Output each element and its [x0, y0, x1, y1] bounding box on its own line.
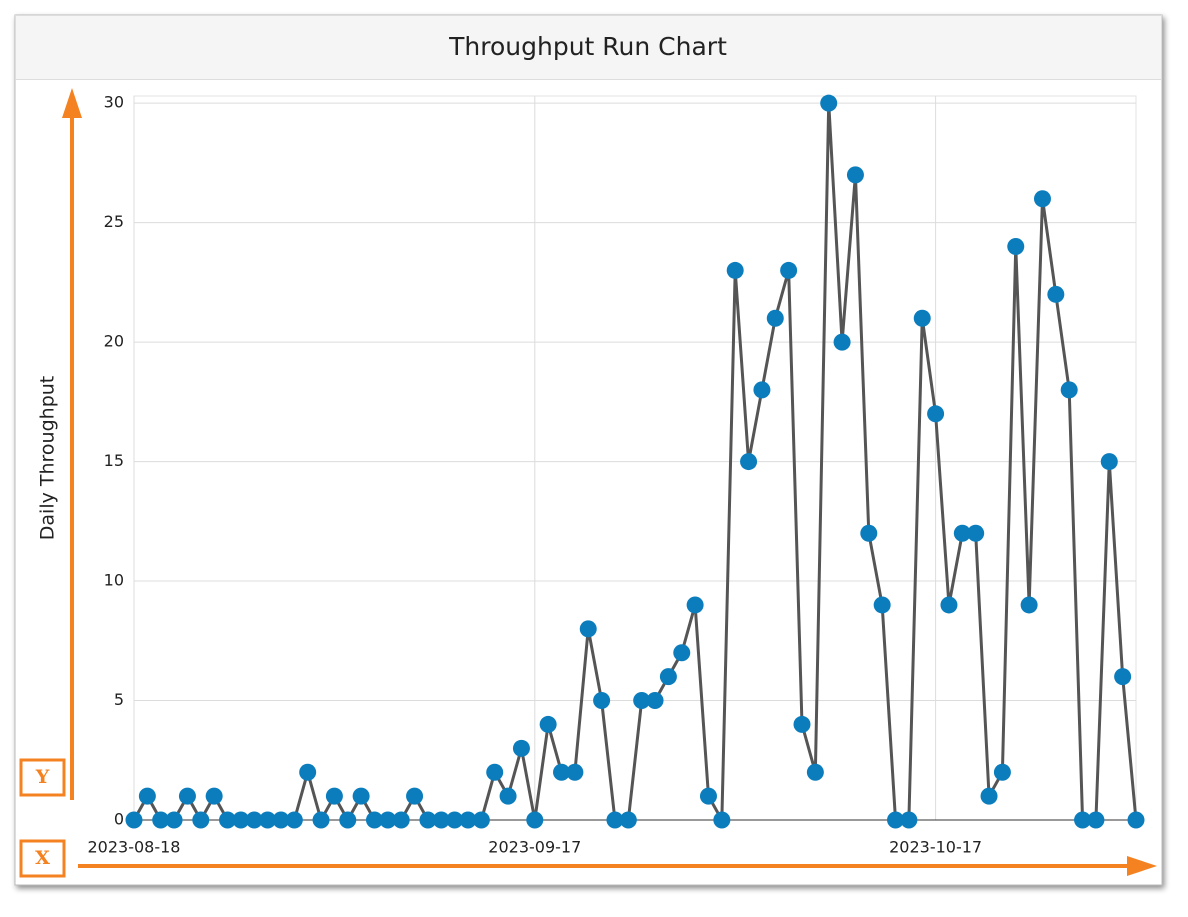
x-badge-text: X [35, 847, 50, 869]
data-point [619, 811, 637, 829]
plot-area [133, 95, 1137, 821]
data-point [379, 811, 397, 829]
data-point [259, 811, 277, 829]
data-point [352, 787, 370, 805]
y-axis-label: Daily Throughput [37, 376, 59, 540]
data-point [526, 811, 544, 829]
y-tick-label: 30 [104, 93, 124, 112]
data-point [686, 596, 704, 614]
data-point [1100, 453, 1118, 471]
data-point [860, 524, 878, 542]
data-point [593, 692, 611, 710]
y-tick-label: 10 [104, 571, 124, 590]
data-point [980, 787, 998, 805]
chart-title: Throughput Run Chart [448, 32, 727, 61]
data-point [232, 811, 250, 829]
data-point [192, 811, 210, 829]
data-point [1114, 668, 1132, 686]
data-point [579, 620, 597, 638]
data-point [125, 811, 143, 829]
y-tick-label: 5 [114, 690, 124, 709]
data-point [659, 668, 677, 686]
data-point [833, 333, 851, 351]
data-point [913, 309, 931, 327]
data-point [1087, 811, 1105, 829]
y-tick-label: 20 [104, 332, 124, 351]
data-point [365, 811, 383, 829]
data-point [820, 94, 838, 112]
data-point [499, 787, 517, 805]
y-tick-label: 15 [104, 451, 124, 470]
data-point [406, 787, 424, 805]
data-point [1033, 190, 1051, 208]
data-point [873, 596, 891, 614]
data-point [539, 715, 557, 733]
y-badge [19, 758, 66, 797]
data-point [940, 596, 958, 614]
data-point [392, 811, 410, 829]
data-point [673, 644, 691, 662]
data-point [299, 763, 317, 781]
data-point [272, 811, 290, 829]
data-point [699, 787, 717, 805]
data-point [993, 763, 1011, 781]
data-point [726, 261, 744, 279]
data-point [566, 763, 584, 781]
data-point [753, 381, 771, 399]
data-point [446, 811, 464, 829]
x-tick-label: 2023-08-18 [88, 838, 181, 857]
y-tick-label: 0 [114, 810, 124, 829]
data-point [633, 692, 651, 710]
data-point [846, 166, 864, 184]
title-bar [15, 15, 1162, 80]
data-point [553, 763, 571, 781]
x-badge [19, 839, 66, 878]
plot: 0 5 10 15 20 25 30 2023-08-18 2023-09-17 2023-10-… [88, 93, 1145, 857]
data-point [312, 811, 330, 829]
data-point [459, 811, 477, 829]
data-point [953, 524, 971, 542]
x-arrowhead [1127, 856, 1157, 876]
data-point [339, 811, 357, 829]
data-point [887, 811, 905, 829]
data-point [138, 787, 156, 805]
data-point [740, 453, 758, 471]
data-point [713, 811, 731, 829]
y-tick-label: 25 [104, 212, 124, 231]
data-point [900, 811, 918, 829]
data-point [1007, 238, 1025, 256]
x-tick-label: 2023-10-17 [889, 838, 982, 857]
data-point [432, 811, 450, 829]
y-badge-text: Y [35, 766, 50, 788]
x-tick-label: 2023-09-17 [488, 838, 581, 857]
data-point [1060, 381, 1078, 399]
data-point [1020, 596, 1038, 614]
data-point [152, 811, 170, 829]
data-point [512, 739, 530, 757]
data-point [927, 405, 945, 423]
data-point [472, 811, 490, 829]
data-point [219, 811, 237, 829]
data-point [1127, 811, 1145, 829]
data-point [285, 811, 303, 829]
data-point [1074, 811, 1092, 829]
data-point [486, 763, 504, 781]
data-point [646, 692, 664, 710]
data-point [419, 811, 437, 829]
data-point [178, 787, 196, 805]
data-point [1047, 285, 1065, 303]
data-point [793, 715, 811, 733]
data-point [325, 787, 343, 805]
data-point [165, 811, 183, 829]
data-point [606, 811, 624, 829]
data-point [967, 524, 985, 542]
data-point [245, 811, 263, 829]
y-arrowhead [62, 88, 82, 118]
data-point [766, 309, 784, 327]
data-point [780, 261, 798, 279]
data-point [205, 787, 223, 805]
data-point [806, 763, 824, 781]
